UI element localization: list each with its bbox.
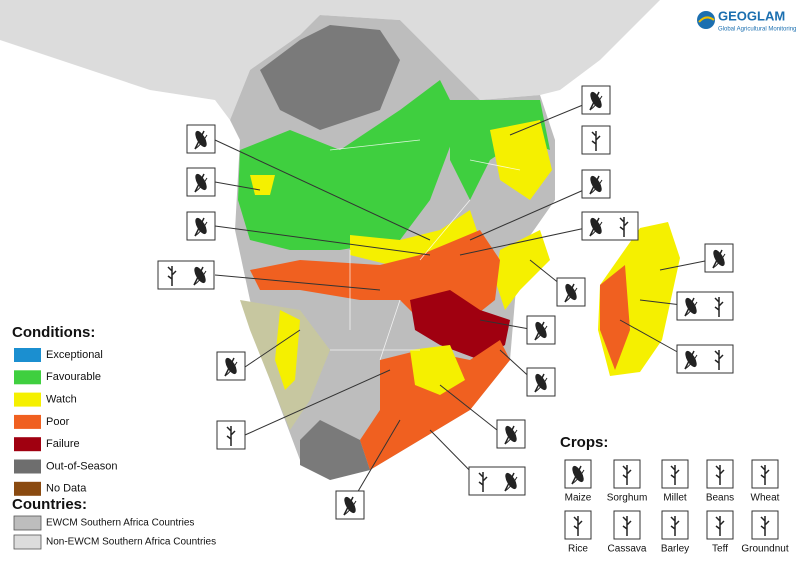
condition-swatch xyxy=(14,481,41,496)
out-of-season-area xyxy=(300,420,370,480)
conditions-title: Conditions: xyxy=(12,324,95,341)
crop-icon xyxy=(564,459,592,489)
condition-label: Failure xyxy=(46,438,80,450)
logo-title: GEOGLAM xyxy=(718,8,785,23)
country-swatch xyxy=(13,534,42,550)
condition-swatch xyxy=(14,370,41,385)
logo-mark xyxy=(697,11,715,29)
out-of-season-area xyxy=(260,25,400,130)
crop-label: Teff xyxy=(712,544,728,555)
watch-area xyxy=(275,310,300,390)
crop-label: Maize xyxy=(565,493,592,504)
legend: Exceptional Favourable Watch Poor Failure Out… xyxy=(13,348,789,555)
condition-swatch xyxy=(14,348,41,362)
poor-area xyxy=(600,265,630,370)
favourable-area xyxy=(238,80,460,250)
condition-label: Exceptional xyxy=(46,349,103,361)
condition-swatch xyxy=(14,414,41,429)
condition-swatch xyxy=(14,392,41,407)
non-ewcm-land xyxy=(0,0,660,120)
crop-label: Wheat xyxy=(751,493,780,504)
country-label: Non-EWCM Southern Africa Countries xyxy=(46,537,216,548)
poor-area xyxy=(360,340,510,470)
watch-area xyxy=(410,345,465,395)
crop-label: Beans xyxy=(706,493,734,504)
watch-area xyxy=(495,230,550,310)
country-border xyxy=(329,139,521,361)
condition-label: No Data xyxy=(46,483,87,495)
country-swatch xyxy=(13,515,42,531)
crop-label: Cassava xyxy=(608,544,647,555)
crop-label: Rice xyxy=(568,544,588,555)
logo-subtitle: Global Agricultural Monitoring xyxy=(718,27,796,33)
watch-area xyxy=(250,175,275,195)
callout-line xyxy=(214,99,721,506)
crop-label: Millet xyxy=(663,493,687,504)
countries-title: Countries: xyxy=(12,496,87,513)
condition-label: Watch xyxy=(46,394,77,406)
condition-label: Favourable xyxy=(46,371,101,383)
condition-swatch xyxy=(14,459,41,474)
failure-area xyxy=(410,290,510,360)
condition-label: Poor xyxy=(46,416,70,428)
crop-callouts xyxy=(157,85,734,520)
crop-label: Groundnut xyxy=(741,544,788,555)
watch-area xyxy=(490,120,552,200)
crops-title: Crops: xyxy=(560,434,608,451)
crop-label: Barley xyxy=(661,544,689,555)
crop-label: Sorghum xyxy=(607,493,648,504)
country-label: EWCM Southern Africa Countries xyxy=(46,518,194,529)
condition-label: Out-of-Season xyxy=(46,460,118,472)
logo-mark xyxy=(698,16,715,23)
condition-swatch xyxy=(14,437,41,452)
